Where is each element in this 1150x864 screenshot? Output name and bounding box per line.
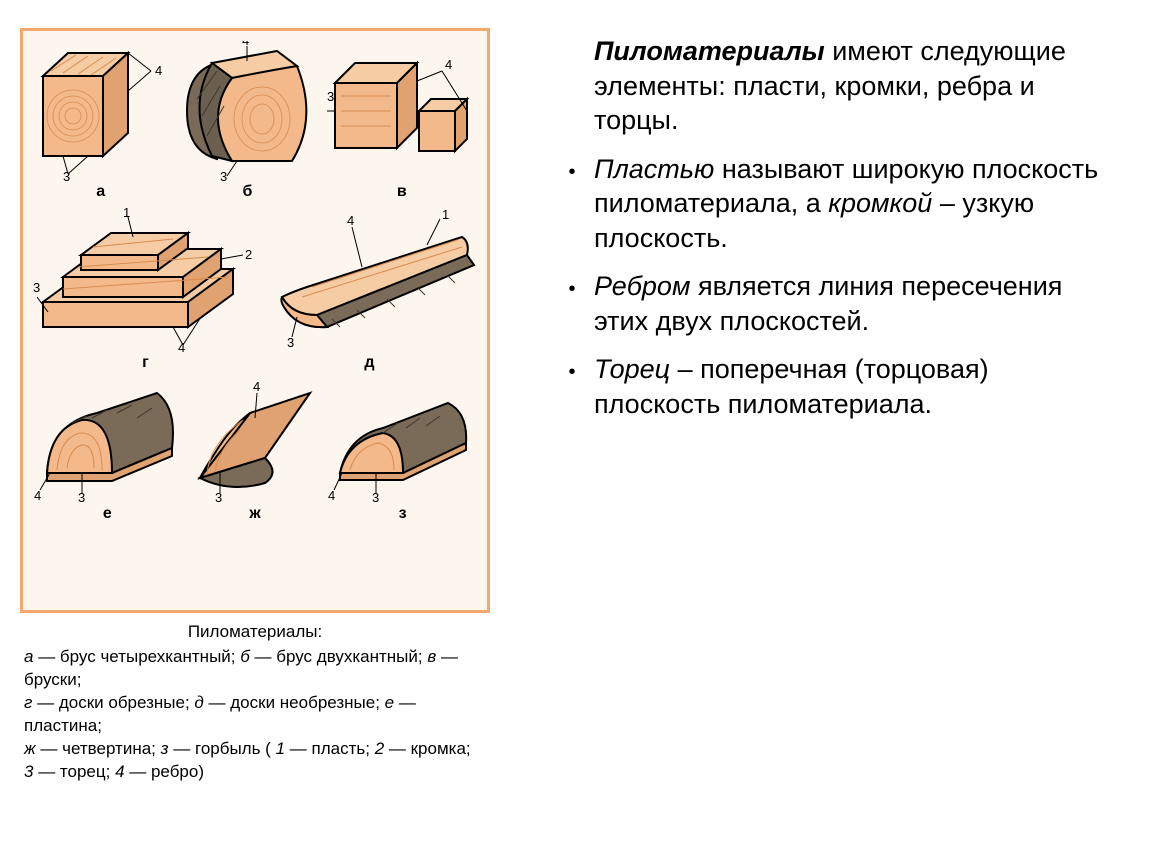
label-zh: ж [185, 505, 325, 523]
svg-text:3: 3 [33, 280, 40, 295]
svg-text:4: 4 [34, 488, 41, 503]
svg-text:4: 4 [347, 213, 354, 228]
bullet-rebro: • Ребром является линия пересечения этих… [550, 269, 1122, 338]
label-a: а [33, 183, 168, 201]
svg-text:3: 3 [215, 490, 222, 503]
figure-caption: Пиломатериалы: а — брус четырехкантный; … [20, 613, 490, 784]
item-z: 4 3 з [328, 378, 478, 523]
svg-text:4: 4 [253, 379, 260, 394]
label-d: д [262, 354, 477, 372]
term-pilomaterialy: Пиломатериалы [594, 36, 825, 66]
term-plast: Пластью [594, 154, 714, 184]
bullet-plast: • Пластью называют широкую плоскость пил… [550, 152, 1122, 256]
label-z: з [328, 505, 478, 523]
svg-text:4: 4 [445, 57, 452, 72]
term-torec: Торец [594, 354, 670, 384]
svg-text:3: 3 [78, 490, 85, 503]
bullet-marker: • [550, 152, 594, 256]
item-g: 1 2 3 4 г [33, 207, 258, 372]
intro-paragraph: Пиломатериалы имеют следующие элементы: … [550, 34, 1122, 138]
label-e: е [32, 505, 182, 523]
svg-text:3: 3 [63, 169, 70, 181]
svg-text:4: 4 [328, 488, 335, 503]
bullet-marker: • [550, 269, 594, 338]
caption-title: Пиломатериалы: [24, 621, 486, 644]
label-v: в [327, 183, 477, 201]
item-e: 4 3 е [32, 378, 182, 523]
svg-text:2: 2 [245, 247, 252, 262]
svg-text:3: 3 [327, 89, 334, 104]
svg-text:3: 3 [220, 169, 227, 181]
item-a: 4 3 а [33, 41, 168, 201]
svg-text:3: 3 [287, 335, 294, 350]
bullet-marker: • [550, 352, 594, 421]
text-column: Пиломатериалы имеют следующие элементы: … [510, 28, 1122, 844]
svg-text:1: 1 [442, 207, 449, 222]
lumber-types-figure: 4 3 а [20, 28, 490, 613]
term-rebro: Ребром [594, 271, 690, 301]
svg-text:1: 1 [123, 207, 130, 220]
item-zh: 4 3 ж [185, 378, 325, 523]
svg-text:3: 3 [372, 490, 379, 503]
item-b: 4 3 б [172, 41, 322, 201]
bullet-torec: • Торец – поперечная (торцовая) плоскост… [550, 352, 1122, 421]
item-d: 1 4 3 д [262, 207, 477, 372]
svg-text:4: 4 [155, 63, 162, 78]
svg-text:4: 4 [242, 41, 249, 48]
label-b: б [172, 183, 322, 201]
svg-text:4: 4 [178, 340, 185, 352]
term-kromka: кромкой [828, 188, 932, 218]
label-g: г [33, 354, 258, 372]
item-v: 3 4 в [327, 41, 477, 201]
